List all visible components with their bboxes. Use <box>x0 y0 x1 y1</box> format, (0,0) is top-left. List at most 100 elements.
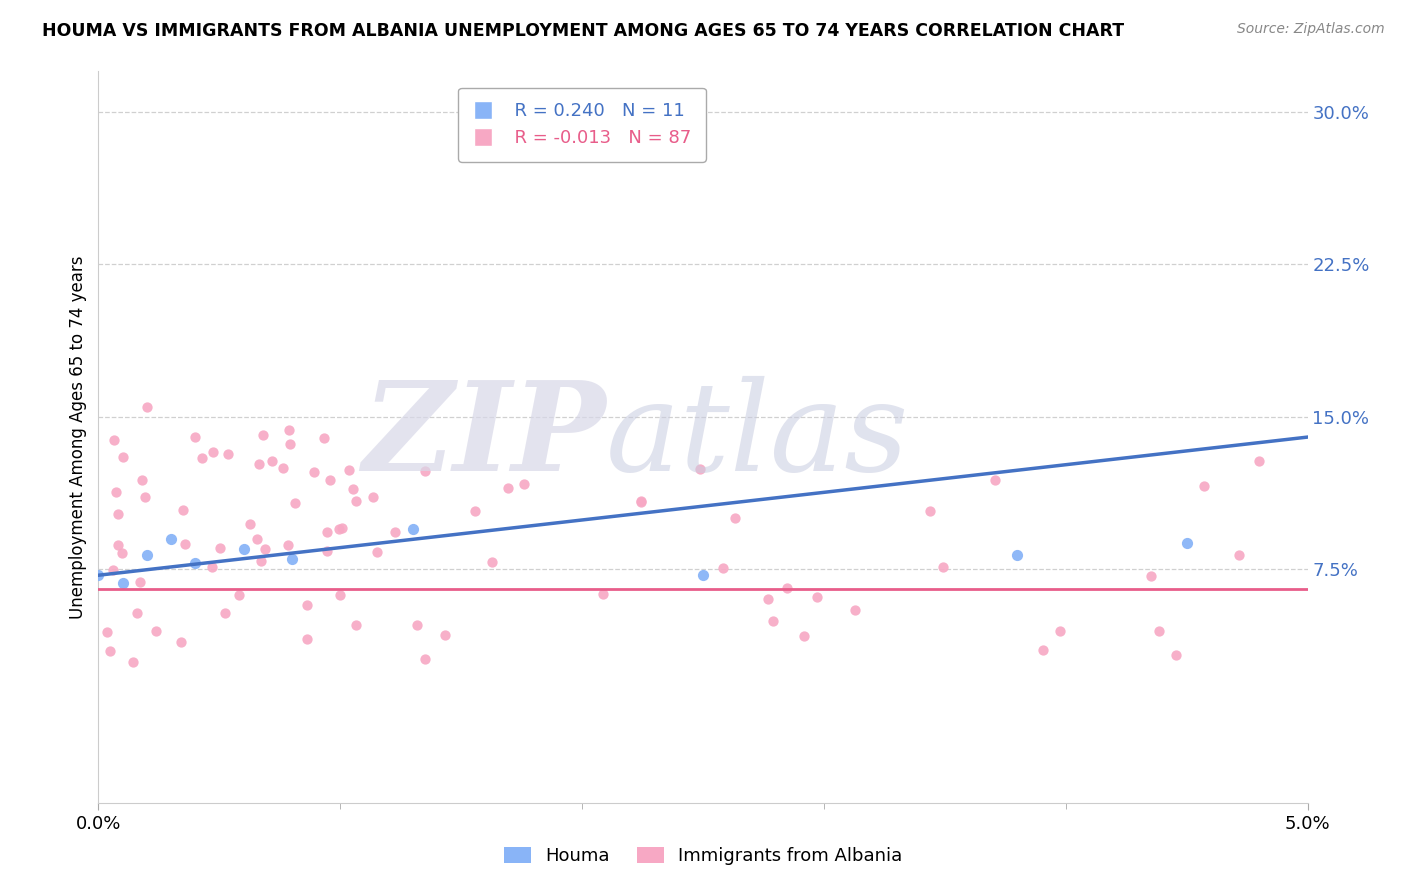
Point <box>337 463 360 477</box>
Point <box>160 532 183 546</box>
Point <box>232 541 254 556</box>
Point <box>169 634 191 648</box>
Point <box>316 543 339 558</box>
Point <box>776 581 799 595</box>
Point <box>273 460 295 475</box>
Point <box>127 607 149 621</box>
Point <box>247 458 270 472</box>
Point <box>135 400 157 414</box>
Point <box>103 433 125 447</box>
Point <box>260 454 283 468</box>
Point <box>931 560 953 574</box>
Point <box>689 462 711 476</box>
Point <box>277 538 299 552</box>
Point <box>111 546 134 560</box>
Point <box>245 532 267 546</box>
Point <box>496 481 519 495</box>
Point <box>228 588 250 602</box>
Point <box>252 428 274 442</box>
Point <box>1007 548 1029 562</box>
Point <box>762 614 785 628</box>
Point <box>1032 643 1054 657</box>
Point <box>844 603 866 617</box>
Point <box>434 628 457 642</box>
Point <box>254 542 277 557</box>
Point <box>103 563 125 577</box>
Point <box>191 451 214 466</box>
Point <box>413 464 436 478</box>
Point <box>129 574 152 589</box>
Point <box>217 447 239 461</box>
Point <box>330 521 353 535</box>
Point <box>481 555 503 569</box>
Point <box>344 617 367 632</box>
Point <box>328 522 350 536</box>
Point <box>692 568 714 582</box>
Point <box>250 554 273 568</box>
Point <box>1147 624 1170 638</box>
Point <box>406 618 429 632</box>
Point <box>134 491 156 505</box>
Point <box>366 545 388 559</box>
Point <box>513 477 536 491</box>
Point <box>312 431 335 445</box>
Point <box>202 445 225 459</box>
Point <box>711 561 734 575</box>
Text: Source: ZipAtlas.com: Source: ZipAtlas.com <box>1237 22 1385 37</box>
Point <box>145 624 167 638</box>
Point <box>238 517 260 532</box>
Point <box>208 541 231 555</box>
Point <box>295 632 318 646</box>
Point <box>184 430 207 444</box>
Point <box>920 503 942 517</box>
Point <box>1139 568 1161 582</box>
Point <box>984 473 1007 487</box>
Point <box>793 629 815 643</box>
Legend: Houma, Immigrants from Albania: Houma, Immigrants from Albania <box>495 838 911 874</box>
Y-axis label: Unemployment Among Ages 65 to 74 years: Unemployment Among Ages 65 to 74 years <box>69 255 87 619</box>
Point <box>1192 479 1215 493</box>
Point <box>281 552 304 566</box>
Point <box>1175 535 1198 549</box>
Point <box>756 591 779 606</box>
Point <box>184 556 207 570</box>
Point <box>111 450 134 465</box>
Point <box>1227 548 1250 562</box>
Point <box>630 494 652 508</box>
Point <box>344 494 367 508</box>
Point <box>806 590 828 604</box>
Point <box>630 495 652 509</box>
Point <box>111 576 134 591</box>
Point <box>104 485 127 500</box>
Point <box>384 524 406 539</box>
Legend:   R = 0.240   N = 11,   R = -0.013   N = 87: R = 0.240 N = 11, R = -0.013 N = 87 <box>458 87 706 161</box>
Point <box>1164 648 1187 662</box>
Point <box>724 510 747 524</box>
Point <box>98 644 121 658</box>
Point <box>284 496 307 510</box>
Point <box>201 560 224 574</box>
Point <box>592 587 614 601</box>
Text: ZIP: ZIP <box>363 376 606 498</box>
Point <box>342 482 364 496</box>
Point <box>107 538 129 552</box>
Point <box>402 521 425 535</box>
Point <box>87 568 110 582</box>
Point <box>121 655 143 669</box>
Point <box>277 423 299 437</box>
Point <box>172 502 194 516</box>
Point <box>329 589 352 603</box>
Point <box>214 607 236 621</box>
Point <box>278 437 301 451</box>
Point <box>107 507 129 521</box>
Point <box>295 598 318 612</box>
Text: HOUMA VS IMMIGRANTS FROM ALBANIA UNEMPLOYMENT AMONG AGES 65 TO 74 YEARS CORRELAT: HOUMA VS IMMIGRANTS FROM ALBANIA UNEMPLO… <box>42 22 1125 40</box>
Point <box>464 503 486 517</box>
Point <box>361 490 384 504</box>
Point <box>1249 454 1271 468</box>
Point <box>319 473 342 487</box>
Text: atlas: atlas <box>606 376 910 498</box>
Point <box>131 473 153 487</box>
Point <box>96 625 118 640</box>
Point <box>302 465 325 479</box>
